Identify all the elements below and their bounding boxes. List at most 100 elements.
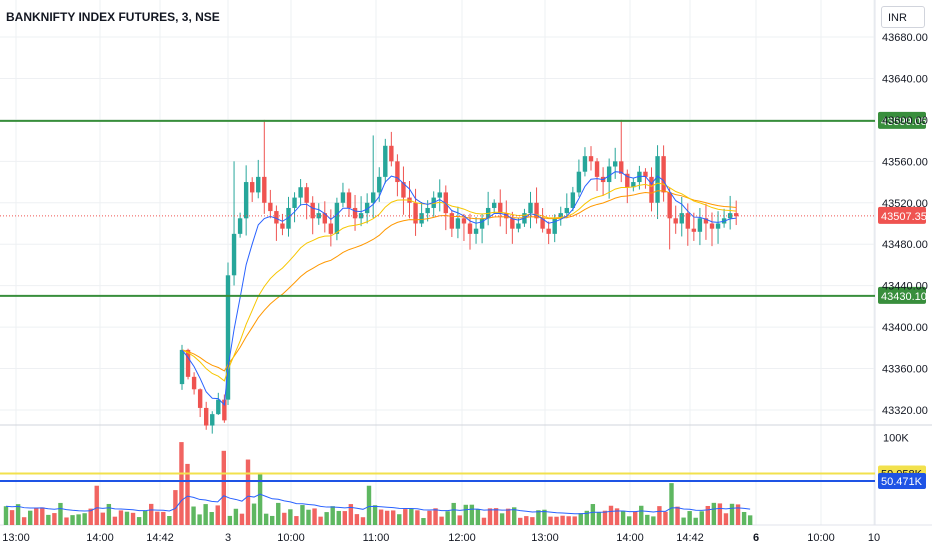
candle-body (274, 211, 279, 224)
candle-body (673, 218, 678, 224)
candle-body (613, 161, 618, 167)
time-axis-tick: 10 (868, 532, 880, 544)
candle-body (703, 218, 709, 224)
volume-bar (82, 513, 87, 525)
volume-bar (70, 515, 75, 525)
candle-body (576, 171, 582, 193)
volume-bar (378, 509, 384, 525)
volume-bar (681, 517, 686, 525)
candle-body (552, 218, 557, 234)
volume-bar (409, 508, 414, 525)
candle-body (237, 218, 243, 234)
candle-body (449, 213, 455, 229)
candle-body (358, 213, 364, 219)
volume-bar (245, 459, 251, 525)
candle-body (546, 228, 551, 234)
volume-bar (493, 508, 499, 525)
volume-bar (197, 514, 202, 525)
candle-body (734, 213, 739, 217)
level-price-label: 43430.10 (881, 291, 927, 303)
candle-body (606, 166, 612, 183)
candle-body (280, 223, 285, 229)
candle-body (655, 156, 660, 203)
volume-bar (584, 510, 589, 525)
candle-body (322, 213, 327, 224)
candle-body (715, 223, 721, 229)
volume-axis-tick: 100K (883, 433, 909, 445)
volume-bar (554, 516, 559, 525)
volume-bar (185, 463, 190, 525)
volume-bar (306, 509, 311, 525)
volume-bar (747, 515, 753, 525)
volume-bar (336, 510, 341, 525)
currency-button[interactable]: INR (881, 6, 925, 28)
candle-body (479, 218, 485, 229)
time-axis-tick: 14:42 (676, 532, 704, 544)
candle-body (679, 213, 684, 224)
candle-body (401, 182, 406, 198)
volume-bar (645, 514, 650, 525)
volume-bar (312, 508, 317, 525)
volume-bar (251, 503, 257, 525)
volume-ma-line (5, 493, 751, 515)
candle-body (340, 192, 346, 203)
time-axis-tick: 13:00 (2, 532, 30, 544)
volume-bar (699, 511, 704, 525)
volume-bar (100, 512, 105, 525)
volume-bar (34, 507, 39, 525)
candle-body (210, 414, 215, 426)
volume-level-label: 50.471K (881, 476, 923, 488)
volume-bar (433, 508, 438, 525)
volume-bar (366, 485, 372, 525)
candle-body (661, 156, 666, 193)
volume-bar (233, 508, 239, 525)
volume-bar (639, 505, 644, 525)
volume-bar (530, 517, 535, 525)
candle-body (594, 161, 600, 177)
volume-bar (475, 509, 481, 525)
volume-bar (263, 513, 269, 525)
candle-body (243, 182, 249, 219)
candle-body (377, 176, 382, 193)
last-price-badge (878, 206, 926, 224)
volume-bar (118, 510, 124, 525)
candle-body (631, 182, 636, 188)
volume-bar (717, 503, 723, 525)
volume-bar (481, 517, 487, 525)
volume-bar (596, 512, 602, 525)
candle-body (510, 218, 515, 229)
volume-bar (633, 511, 638, 525)
candle-body (570, 192, 576, 208)
volume-bar (729, 503, 735, 525)
candle-body (625, 173, 630, 188)
price-axis-tick: 43360.00 (882, 364, 928, 376)
candle-body (225, 275, 231, 400)
candle-body (637, 171, 642, 183)
volume-bar (149, 503, 154, 525)
level-price-label: 43599.05 (881, 116, 927, 128)
candle-body (691, 228, 697, 232)
volume-bar (384, 510, 390, 525)
volume-bar (348, 504, 354, 525)
candle-body (256, 176, 261, 193)
candle-body (540, 218, 545, 229)
volume-bar (155, 511, 160, 525)
time-axis-tick: 14:00 (616, 532, 644, 544)
candle-body (298, 187, 303, 198)
last-price-label: 43507.35 (881, 211, 927, 223)
volume-bar (723, 513, 729, 525)
time-axis-tick: 13:00 (531, 532, 559, 544)
volume-bar (318, 516, 323, 525)
candle-body (516, 223, 521, 229)
volume-bar (518, 517, 523, 525)
volume-bar (28, 510, 33, 525)
volume-bar (651, 516, 656, 525)
candle-body (564, 207, 569, 214)
volume-bar (354, 514, 360, 525)
candle-body (292, 197, 297, 208)
volume-bar (415, 510, 420, 525)
price-axis-tick: 43560.00 (882, 156, 928, 168)
price-axis-tick: 43440.00 (882, 281, 928, 293)
candle-body (649, 176, 654, 203)
